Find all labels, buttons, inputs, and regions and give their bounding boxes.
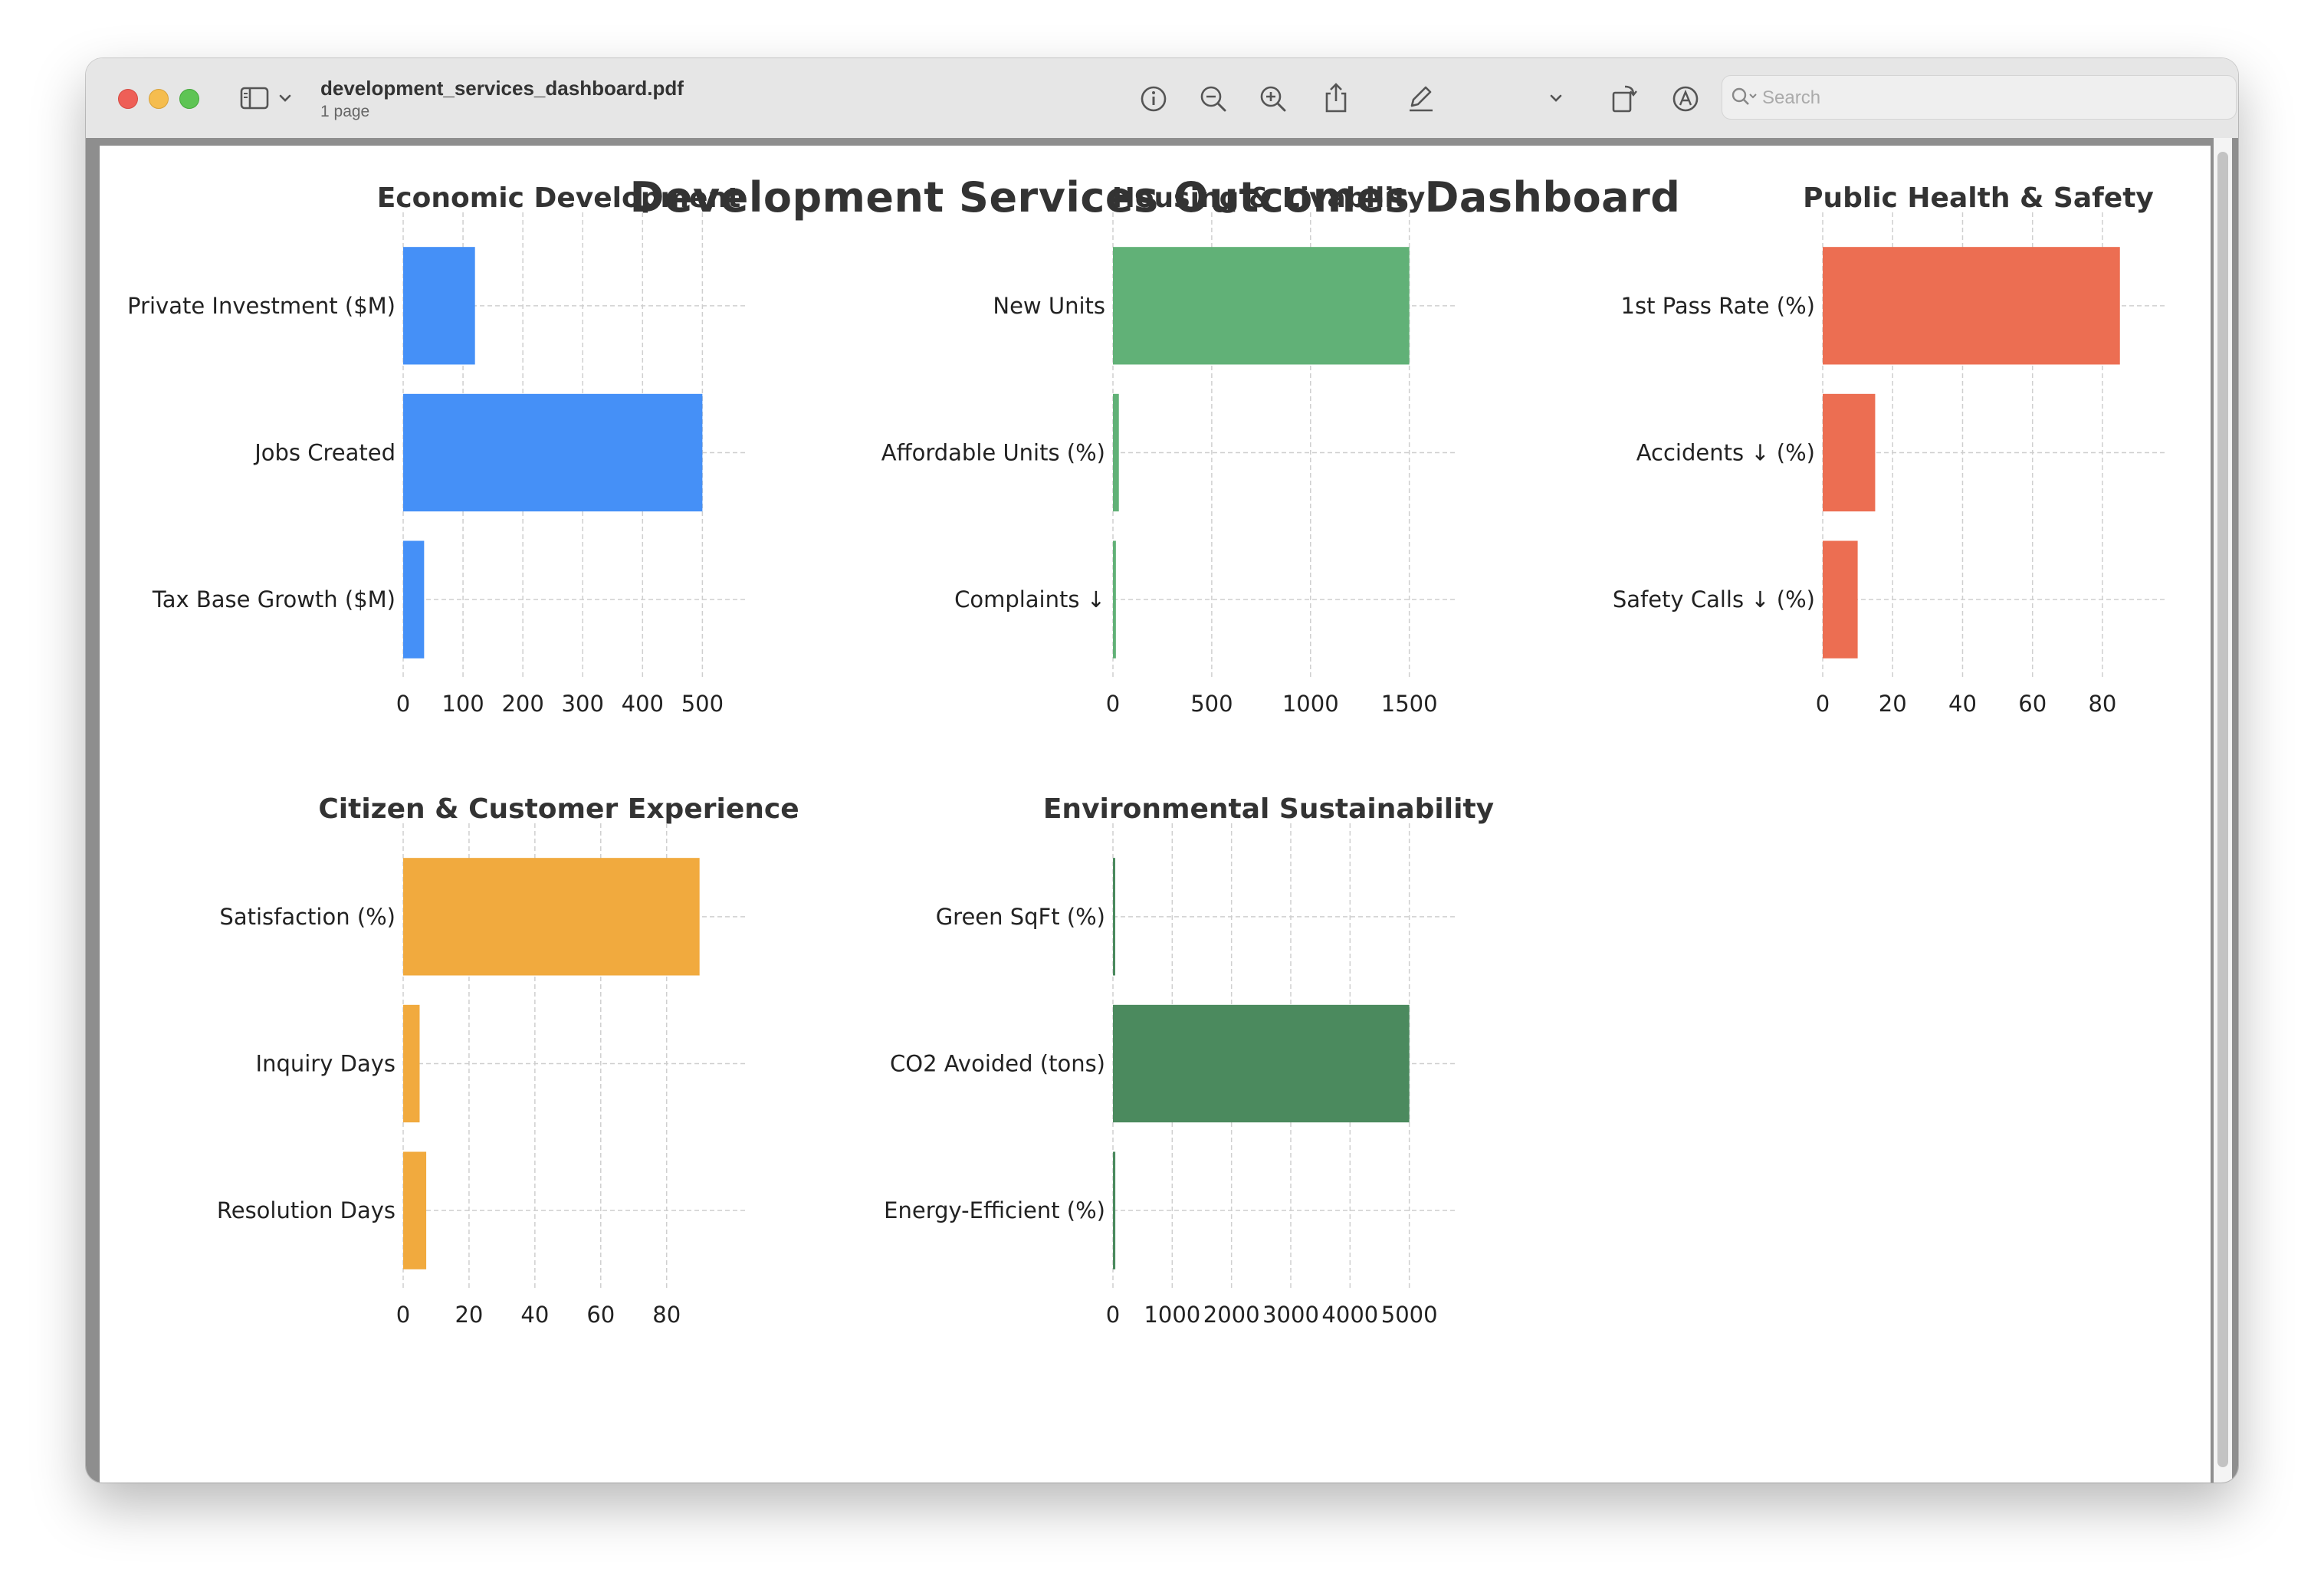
- chart-3-x-tick-label: 80: [2088, 691, 2116, 717]
- chart-1-bar: [403, 540, 425, 658]
- chart-4-x-tick-label: 0: [396, 1302, 410, 1328]
- chart-4-x-tick-label: 20: [455, 1302, 483, 1328]
- pdf-page: Development Services Outcomes Dashboard …: [100, 146, 2211, 1483]
- chart-5-category-label: Energy-Efficient (%): [884, 1197, 1105, 1223]
- close-window-button[interactable]: [118, 89, 138, 109]
- chart-4-title: Citizen & Customer Experience: [318, 793, 799, 825]
- chart-2-title: Housing & Livability: [1112, 182, 1426, 214]
- page-count: 1 page: [320, 103, 370, 120]
- chart-1-x-tick-label: 100: [441, 691, 484, 717]
- chart-1-x-tick-label: 300: [562, 691, 604, 717]
- minimize-window-button[interactable]: [149, 89, 169, 109]
- chart-1-x-tick-label: 400: [622, 691, 664, 717]
- search-icon: [1730, 84, 1758, 111]
- zoom-in-icon[interactable]: [1257, 83, 1289, 115]
- chevron-down-icon[interactable]: [1547, 89, 1565, 107]
- sidebar-icon[interactable]: [239, 83, 270, 113]
- chart-4-bar: [403, 1151, 427, 1269]
- chart-4-x-tick-label: 40: [520, 1302, 549, 1328]
- chart-3-x-tick-label: 20: [1879, 691, 1907, 717]
- chart-3-category-label: Accidents ↓ (%): [1636, 440, 1815, 466]
- chart-1-x-tick-label: 500: [681, 691, 724, 717]
- chart-4-x-tick-label: 60: [586, 1302, 615, 1328]
- chart-5-category-label: Green SqFt (%): [936, 904, 1105, 930]
- chart-3-bar: [1823, 540, 1858, 658]
- chart-1-x-tick-label: 200: [501, 691, 543, 717]
- chart-4-category-label: Satisfaction (%): [219, 904, 396, 930]
- chart-5-title: Environmental Sustainability: [1043, 793, 1494, 825]
- document-viewport: Development Services Outcomes Dashboard …: [86, 138, 2238, 1483]
- chart-1-bar: [403, 247, 475, 365]
- chart-5-x-tick-label: 0: [1106, 1302, 1120, 1328]
- search-input[interactable]: [1761, 82, 2224, 114]
- chart-3-x-tick-label: 0: [1816, 691, 1830, 717]
- preview-window: development_services_dashboard.pdf 1 pag…: [86, 58, 2238, 1483]
- chart-5-x-tick-label: 4000: [1321, 1302, 1378, 1328]
- chart-4-x-tick-label: 80: [652, 1302, 681, 1328]
- chart-3-bar: [1823, 393, 1876, 512]
- chart-5-x-tick-label: 2000: [1203, 1302, 1260, 1328]
- chart-3-x-tick-label: 60: [2018, 691, 2047, 717]
- search-box[interactable]: [1722, 75, 2237, 120]
- chart-2-x-tick-label: 1000: [1282, 691, 1339, 717]
- chart-5-x-tick-label: 5000: [1381, 1302, 1438, 1328]
- chart-1-category-label: Jobs Created: [253, 440, 396, 466]
- chart-2-bar: [1113, 393, 1119, 512]
- chart-3-bar: [1823, 247, 2120, 365]
- chart-4-bar: [403, 858, 700, 976]
- scrollbar-thumb[interactable]: [2217, 152, 2228, 1467]
- chart-5-bar: [1113, 858, 1115, 976]
- chart-3-category-label: 1st Pass Rate (%): [1621, 293, 1815, 319]
- chart-1-bar: [403, 393, 703, 512]
- rotate-icon[interactable]: [1608, 81, 1640, 115]
- chart-2-x-tick-label: 0: [1106, 691, 1120, 717]
- chart-4-category-label: Inquiry Days: [256, 1051, 396, 1077]
- chart-4-bar: [403, 1004, 420, 1123]
- chart-2-bar: [1113, 540, 1116, 658]
- info-icon[interactable]: [1137, 83, 1170, 115]
- dashboard-title: Development Services Outcomes Dashboard: [629, 173, 1681, 222]
- chart-5-category-label: CO2 Avoided (tons): [890, 1051, 1105, 1077]
- chevron-down-icon[interactable]: [276, 89, 294, 107]
- chart-5-bar: [1113, 1004, 1410, 1123]
- chart-1-category-label: Private Investment ($M): [127, 293, 396, 319]
- chart-1-title: Economic Development: [377, 182, 741, 214]
- chart-1-category-label: Tax Base Growth ($M): [152, 586, 396, 612]
- chart-2-x-tick-label: 1500: [1381, 691, 1438, 717]
- chart-3-category-label: Safety Calls ↓ (%): [1613, 586, 1815, 612]
- document-filename: development_services_dashboard.pdf: [320, 77, 684, 100]
- chart-5-x-tick-label: 3000: [1262, 1302, 1319, 1328]
- chart-2-x-tick-label: 500: [1190, 691, 1233, 717]
- chart-3-title: Public Health & Safety: [1803, 182, 2154, 214]
- share-icon[interactable]: [1320, 80, 1352, 115]
- chart-2-category-label: Affordable Units (%): [881, 440, 1105, 466]
- chart-2-category-label: New Units: [993, 293, 1105, 319]
- chart-2-category-label: Complaints ↓: [954, 586, 1105, 612]
- chart-2-bar: [1113, 247, 1410, 365]
- annotate-icon[interactable]: [1669, 83, 1702, 115]
- fullscreen-window-button[interactable]: [179, 89, 199, 109]
- vertical-scrollbar[interactable]: [2214, 138, 2232, 1483]
- chart-4-category-label: Resolution Days: [217, 1197, 396, 1223]
- chart-5-x-tick-label: 1000: [1144, 1302, 1200, 1328]
- chart-1-x-tick-label: 0: [396, 691, 410, 717]
- title-bar: development_services_dashboard.pdf 1 pag…: [86, 58, 2238, 139]
- chart-5-bar: [1113, 1151, 1116, 1269]
- zoom-out-icon[interactable]: [1197, 83, 1229, 115]
- chart-3-x-tick-label: 40: [1948, 691, 1977, 717]
- markup-pen-icon[interactable]: [1404, 81, 1438, 115]
